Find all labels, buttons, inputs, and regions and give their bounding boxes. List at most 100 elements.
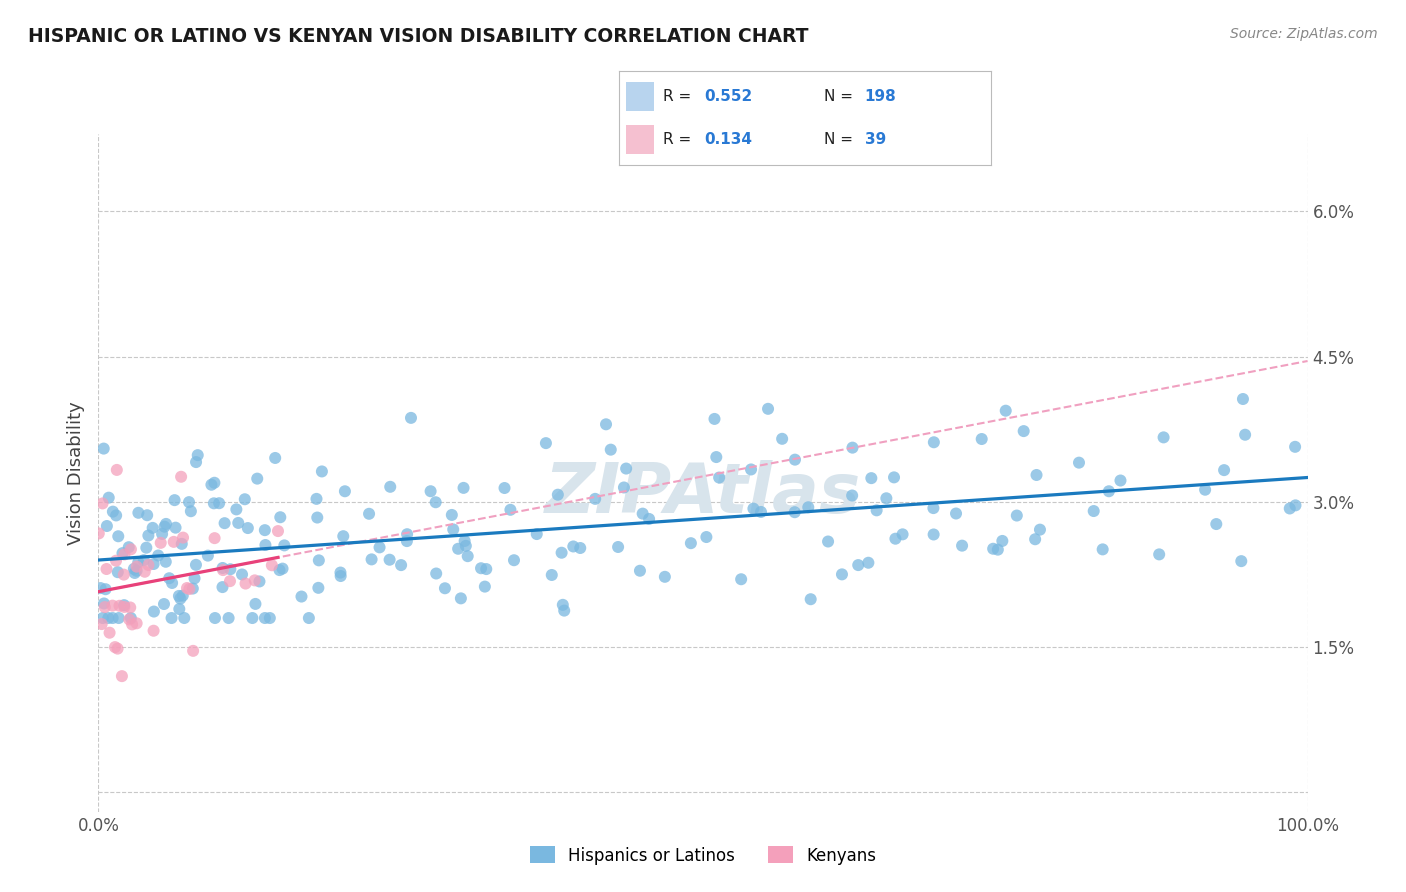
- Point: [800, 592, 823, 607]
- Point: [96, 519, 118, 533]
- Point: [1109, 474, 1132, 488]
- Point: [236, 521, 259, 535]
- Point: [450, 591, 472, 606]
- Point: [118, 540, 141, 554]
- Text: N =: N =: [824, 88, 852, 103]
- Point: [357, 507, 380, 521]
- Point: [457, 549, 479, 564]
- Point: [1067, 456, 1090, 470]
- Point: [225, 502, 247, 516]
- Point: [595, 417, 617, 432]
- Point: [453, 533, 475, 548]
- Point: [87, 526, 110, 541]
- Point: [994, 403, 1017, 417]
- Point: [628, 564, 651, 578]
- Point: [742, 501, 765, 516]
- Point: [550, 546, 572, 560]
- Point: [112, 567, 135, 582]
- Point: [184, 558, 207, 572]
- Point: [134, 565, 156, 579]
- Point: [1091, 542, 1114, 557]
- Point: [987, 542, 1010, 557]
- Point: [142, 521, 165, 535]
- Point: [233, 492, 256, 507]
- Point: [307, 581, 329, 595]
- Point: [184, 455, 207, 469]
- Point: [607, 540, 630, 554]
- Point: [333, 484, 356, 499]
- Point: [425, 495, 447, 509]
- Point: [368, 541, 391, 555]
- Point: [93, 597, 115, 611]
- Point: [1234, 427, 1257, 442]
- Point: [922, 527, 945, 541]
- Point: [1278, 501, 1301, 516]
- Point: [1024, 533, 1046, 547]
- Point: [169, 591, 191, 606]
- Point: [240, 611, 263, 625]
- Text: R =: R =: [664, 132, 692, 147]
- Point: [118, 612, 141, 626]
- Legend: Hispanics or Latinos, Kenyans: Hispanics or Latinos, Kenyans: [523, 839, 883, 871]
- Point: [831, 567, 853, 582]
- Point: [1284, 499, 1306, 513]
- Text: HISPANIC OR LATINO VS KENYAN VISION DISABILITY CORRELATION CHART: HISPANIC OR LATINO VS KENYAN VISION DISA…: [28, 27, 808, 45]
- Point: [1147, 548, 1170, 562]
- Point: [260, 558, 283, 573]
- Point: [562, 540, 585, 554]
- Point: [950, 539, 973, 553]
- Point: [447, 541, 470, 556]
- Point: [631, 507, 654, 521]
- Point: [105, 508, 128, 523]
- Point: [98, 625, 121, 640]
- Point: [177, 495, 200, 509]
- Point: [298, 611, 321, 625]
- Point: [107, 529, 129, 543]
- Point: [679, 536, 702, 550]
- Point: [104, 640, 127, 654]
- Text: N =: N =: [824, 132, 852, 147]
- Point: [202, 475, 225, 490]
- Point: [703, 412, 725, 426]
- Point: [204, 531, 226, 545]
- Point: [169, 602, 191, 616]
- Point: [200, 477, 222, 491]
- Point: [253, 523, 276, 537]
- Point: [170, 469, 193, 483]
- Point: [183, 571, 205, 585]
- Text: R =: R =: [664, 88, 692, 103]
- Point: [360, 552, 382, 566]
- Point: [454, 539, 477, 553]
- Point: [249, 574, 271, 589]
- Point: [107, 611, 129, 625]
- Point: [127, 506, 149, 520]
- Point: [1153, 430, 1175, 444]
- Point: [120, 611, 142, 625]
- Point: [246, 472, 269, 486]
- Point: [583, 491, 606, 506]
- Text: 198: 198: [865, 88, 896, 103]
- Point: [638, 512, 661, 526]
- Point: [290, 590, 312, 604]
- Point: [91, 611, 114, 625]
- Point: [433, 581, 456, 595]
- Point: [150, 527, 173, 541]
- Point: [332, 529, 354, 543]
- Point: [155, 516, 177, 531]
- Point: [187, 448, 209, 462]
- Point: [526, 527, 548, 541]
- Point: [797, 500, 820, 515]
- Point: [204, 611, 226, 625]
- Point: [97, 491, 120, 505]
- Point: [534, 436, 557, 450]
- Point: [254, 538, 277, 552]
- Point: [756, 401, 779, 416]
- Point: [157, 571, 180, 585]
- Point: [253, 611, 276, 625]
- Point: [93, 442, 115, 456]
- Point: [219, 574, 242, 589]
- Point: [389, 558, 412, 573]
- Point: [165, 521, 187, 535]
- Point: [160, 611, 183, 625]
- Point: [214, 516, 236, 531]
